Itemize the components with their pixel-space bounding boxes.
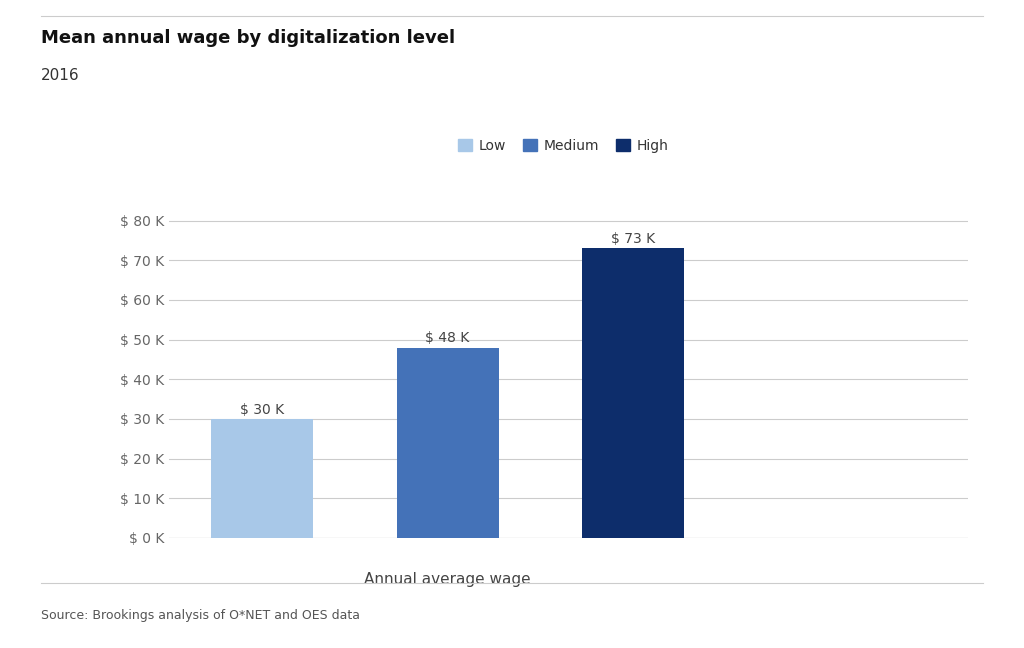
Text: Annual average wage: Annual average wage [365, 572, 530, 586]
Legend: Low, Medium, High: Low, Medium, High [453, 133, 674, 158]
Text: $ 48 K: $ 48 K [425, 331, 470, 345]
Bar [211, 419, 313, 538]
Bar [396, 347, 499, 538]
Text: $ 73 K: $ 73 K [611, 232, 655, 246]
Bar [583, 248, 684, 538]
Text: $ 30 K: $ 30 K [240, 402, 284, 417]
Text: 2016: 2016 [41, 68, 80, 83]
Text: Mean annual wage by digitalization level: Mean annual wage by digitalization level [41, 29, 455, 47]
Text: Source: Brookings analysis of O*NET and OES data: Source: Brookings analysis of O*NET and … [41, 609, 360, 622]
